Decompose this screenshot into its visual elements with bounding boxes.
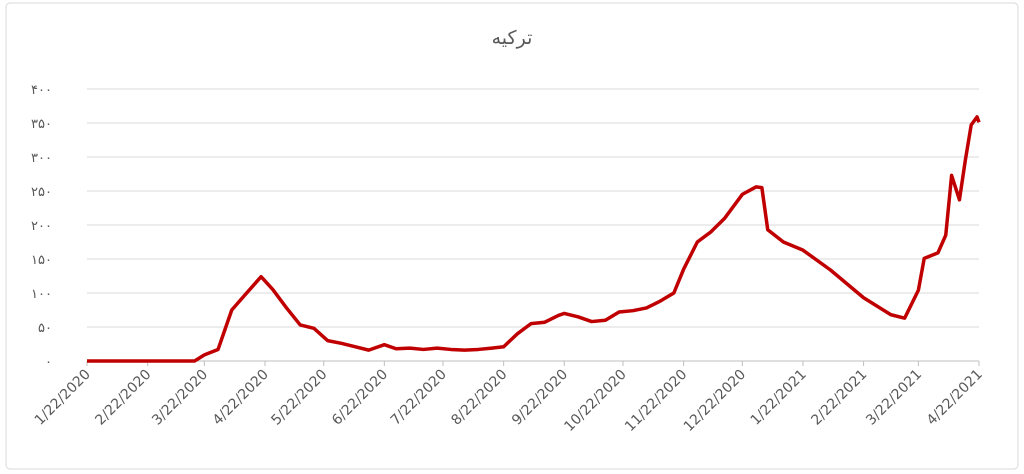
line-series xyxy=(87,115,981,363)
chart-title: ترکیه xyxy=(492,27,533,49)
y-tick-label: ۲۰۰ xyxy=(31,219,52,234)
y-tick-label: ۳۰۰ xyxy=(31,151,52,166)
y-tick-label: ۲۵۰ xyxy=(31,185,52,200)
y-tick-label: ۵۰ xyxy=(38,321,52,336)
y-tick-label: ۴۰۰ xyxy=(31,83,52,98)
y-tick-label: ۳۵۰ xyxy=(31,117,52,132)
y-tick-label: ۱۵۰ xyxy=(31,253,52,268)
y-tick-label: ۰ xyxy=(45,355,52,370)
y-tick-label: ۱۰۰ xyxy=(31,287,52,302)
chart-frame xyxy=(5,2,1019,470)
